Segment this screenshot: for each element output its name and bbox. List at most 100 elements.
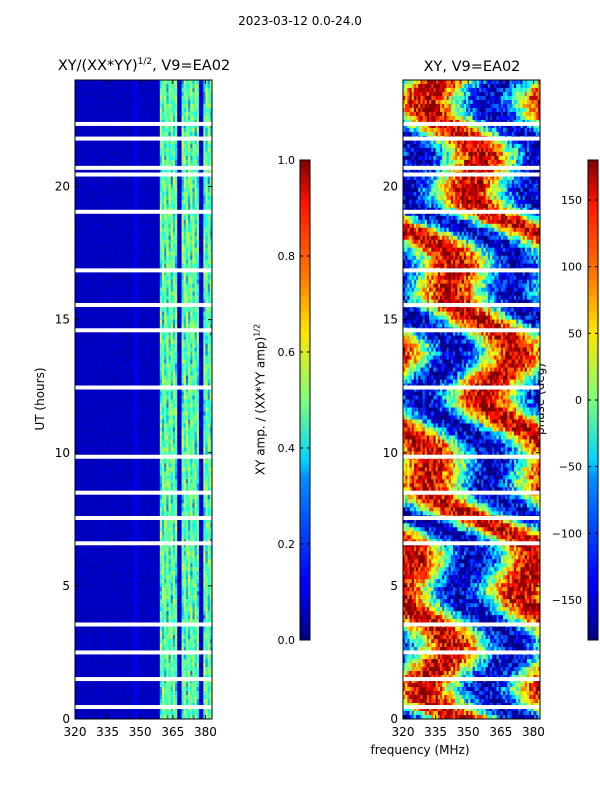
heatmap-cell — [177, 159, 180, 165]
heatmap-cell — [81, 335, 85, 340]
heatmap-cell — [190, 95, 193, 101]
heatmap-cell — [159, 263, 163, 269]
heatmap-cell — [94, 227, 98, 233]
heatmap-cell — [170, 115, 174, 121]
heatmap-cell — [175, 315, 178, 321]
heatmap-cell — [125, 255, 128, 261]
heatmap-cell — [159, 191, 163, 197]
heatmap-cell — [92, 279, 95, 285]
heatmap-cell — [75, 227, 78, 233]
heatmap-cell — [185, 191, 189, 197]
heatmap-cell — [79, 111, 82, 117]
heatmap-cell — [185, 271, 189, 277]
heatmap-cell — [79, 275, 82, 281]
heatmap-cell — [159, 95, 163, 101]
heatmap-cell — [188, 351, 191, 356]
heatmap-cell — [190, 131, 193, 137]
heatmap-cell — [198, 295, 202, 301]
heatmap-cell — [161, 115, 165, 121]
heatmap-cell — [98, 211, 102, 217]
heatmap-cell — [201, 299, 204, 305]
heatmap-cell — [125, 187, 128, 193]
heatmap-cell — [175, 231, 178, 237]
heatmap-cell — [111, 99, 115, 105]
heatmap-cell — [153, 147, 156, 153]
heatmap-cell — [109, 223, 113, 229]
heatmap-cell — [122, 227, 126, 233]
heatmap-cell — [103, 219, 106, 225]
heatmap-cell — [205, 147, 209, 153]
heatmap-cell — [79, 103, 82, 109]
heatmap-cell — [201, 215, 204, 221]
heatmap-cell — [157, 311, 161, 317]
heatmap-cell — [92, 131, 95, 137]
heatmap-cell — [114, 351, 117, 356]
heatmap-cell — [203, 263, 206, 269]
heatmap-cell — [164, 183, 167, 189]
heatmap-cell — [161, 99, 165, 105]
heatmap-cell — [127, 191, 130, 197]
heatmap-cell — [194, 319, 198, 325]
heatmap-cell — [146, 387, 150, 392]
heatmap-cell — [155, 367, 159, 372]
heatmap-cell — [103, 115, 106, 121]
heatmap-cell — [196, 115, 200, 121]
heatmap-cell — [153, 227, 156, 233]
heatmap-cell — [75, 123, 78, 129]
heatmap-cell — [192, 179, 195, 185]
heatmap-cell — [151, 239, 154, 245]
heatmap-cell — [207, 331, 211, 336]
heatmap-cell — [153, 103, 156, 109]
heatmap-cell — [190, 359, 193, 364]
heatmap-cell — [75, 255, 78, 261]
heatmap-cell — [105, 287, 109, 293]
heatmap-cell — [118, 147, 122, 153]
heatmap-cell — [209, 83, 212, 89]
heatmap-cell — [166, 291, 169, 297]
heatmap-cell — [131, 115, 135, 121]
heatmap-cell — [172, 80, 176, 85]
heatmap-cell — [155, 391, 159, 396]
heatmap-cell — [92, 291, 95, 297]
heatmap-cell — [183, 187, 187, 193]
heatmap-cell — [81, 311, 85, 317]
heatmap-cell — [185, 147, 189, 153]
heatmap-cell — [198, 299, 202, 305]
heatmap-cell — [144, 295, 148, 301]
heatmap-cell — [88, 91, 91, 97]
heatmap-cell — [177, 195, 180, 201]
heatmap-cell — [164, 343, 167, 348]
heatmap-cell — [85, 295, 89, 301]
heatmap-cell — [79, 203, 82, 209]
heatmap-cell — [146, 179, 150, 185]
heatmap-cell — [79, 179, 82, 185]
heatmap-cell — [138, 91, 141, 97]
heatmap-cell — [77, 375, 80, 380]
heatmap-cell — [109, 339, 113, 344]
heatmap-cell — [90, 187, 93, 193]
heatmap-cell — [164, 239, 167, 245]
heatmap-cell — [166, 315, 169, 321]
heatmap-cell — [153, 295, 156, 301]
heatmap-cell — [131, 335, 135, 340]
heatmap-cell — [142, 103, 145, 109]
heatmap-cell — [129, 235, 132, 241]
heatmap-cell — [190, 239, 193, 245]
heatmap-cell — [120, 147, 124, 153]
heatmap-cell — [157, 195, 161, 201]
heatmap-cell — [153, 255, 156, 261]
heatmap-cell — [135, 287, 139, 293]
heatmap-cell — [170, 187, 174, 193]
heatmap-cell — [79, 191, 82, 197]
heatmap-cell — [94, 379, 98, 384]
heatmap-cell — [144, 159, 148, 165]
heatmap-cell — [159, 223, 163, 229]
heatmap-cell — [81, 235, 85, 241]
heatmap-cell — [142, 323, 145, 329]
heatmap-cell — [85, 259, 89, 265]
heatmap-cell — [88, 231, 91, 237]
heatmap-cell — [183, 283, 187, 289]
heatmap-cell — [159, 295, 163, 301]
heatmap-cell — [183, 215, 187, 221]
heatmap-cell — [159, 195, 163, 201]
